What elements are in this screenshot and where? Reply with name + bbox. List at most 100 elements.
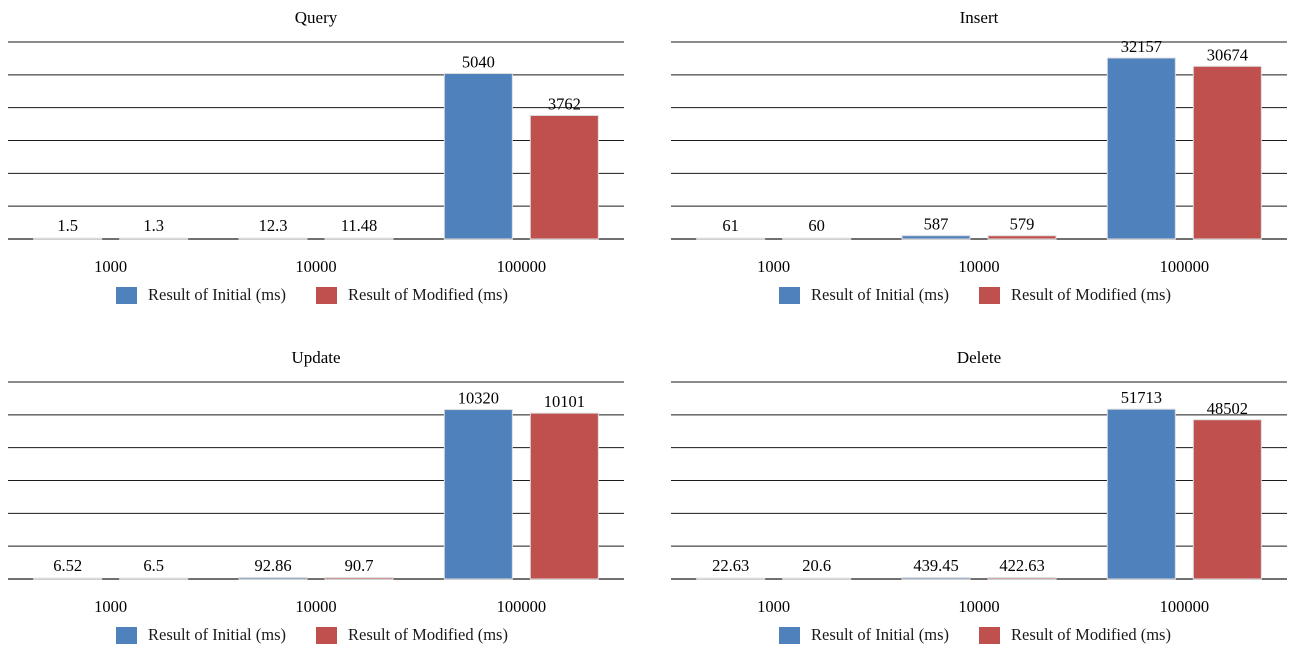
bar-initial-10000 (901, 235, 971, 240)
legend-label-modified: Result of Modified (ms) (348, 625, 508, 644)
bar-initial-1000 (33, 577, 103, 580)
legend-item-modified: Result of Modified (ms) (979, 285, 1171, 305)
chart-update: Update 6.52 6.5 1000 92.86 90.7 10000 10320 1010… (8, 348, 624, 616)
x-tick-label: 10000 (958, 597, 999, 616)
legend-item-initial: Result of Initial (ms) (116, 285, 286, 305)
chart-title: Insert (960, 8, 999, 27)
legend-swatch-initial (779, 626, 801, 644)
bar-modified-10000 (987, 235, 1057, 240)
legend-item-initial: Result of Initial (ms) (779, 285, 949, 305)
bar-initial-10000 (901, 577, 971, 580)
bar-initial-10000 (238, 576, 308, 580)
x-tick-label: 10000 (295, 257, 336, 276)
bar-modified-1000 (119, 237, 189, 240)
bar-modified-100000 (529, 412, 599, 580)
data-label: 1.5 (57, 216, 78, 235)
x-tick-label: 100000 (1160, 257, 1210, 276)
legend-label-modified: Result of Modified (ms) (1011, 285, 1171, 304)
legend-label-initial: Result of Initial (ms) (148, 625, 286, 644)
x-tick-label: 1000 (757, 597, 790, 616)
chart-title: Delete (957, 348, 1001, 367)
x-tick-label: 100000 (1160, 597, 1210, 616)
legend-item-modified: Result of Modified (ms) (316, 285, 508, 305)
data-label: 11.48 (341, 216, 378, 235)
legend-item-modified: Result of Modified (ms) (316, 625, 508, 645)
data-label: 60 (808, 216, 825, 235)
bar-initial-1000 (33, 237, 103, 240)
chart-title: Query (295, 8, 338, 27)
data-label: 20.6 (802, 556, 831, 575)
data-label: 10320 (458, 389, 499, 408)
x-tick-label: 10000 (295, 597, 336, 616)
legend-swatch-initial (116, 286, 138, 304)
legend-item-initial: Result of Initial (ms) (779, 625, 949, 645)
x-tick-label: 10000 (958, 257, 999, 276)
x-tick-label: 100000 (497, 257, 547, 276)
legend-swatch-modified (316, 626, 337, 644)
bar-initial-1000 (696, 237, 766, 240)
bar-initial-100000 (443, 73, 513, 240)
legend-item-initial: Result of Initial (ms) (116, 625, 286, 645)
data-label: 32157 (1121, 37, 1162, 56)
data-label: 5040 (462, 53, 495, 72)
bar-modified-100000 (529, 114, 599, 240)
legend-item-modified: Result of Modified (ms) (979, 625, 1171, 645)
legend-label-initial: Result of Initial (ms) (811, 285, 949, 304)
bar-modified-1000 (782, 577, 852, 580)
bar-modified-100000 (1192, 419, 1262, 580)
data-label: 30674 (1207, 45, 1248, 64)
bar-initial-1000 (696, 577, 766, 580)
x-tick-label: 1000 (94, 257, 127, 276)
legend: Result of Initial (ms) Result of Modified… (0, 285, 624, 305)
bar-modified-10000 (324, 237, 394, 240)
legend-label-modified: Result of Modified (ms) (348, 285, 508, 304)
legend-swatch-initial (116, 626, 138, 644)
chart-panel-delete: Delete 22.63 20.6 1000 439.45 422.63 10000 5171… (663, 340, 1287, 646)
chart-query: Query 1.5 1.3 1000 12.3 11.48 10000 5040 3762 100… (8, 8, 624, 276)
data-label: 10101 (544, 392, 585, 411)
legend: Result of Initial (ms) Result of Modified… (0, 625, 624, 645)
bar-modified-100000 (1192, 65, 1262, 240)
chart-panel-query: Query 1.5 1.3 1000 12.3 11.48 10000 5040 3762 100… (0, 0, 624, 306)
legend-swatch-modified (316, 286, 337, 304)
data-label: 12.3 (259, 216, 288, 235)
data-label: 61 (722, 216, 739, 235)
chart-delete: Delete 22.63 20.6 1000 439.45 422.63 10000 5171… (671, 348, 1287, 616)
data-label: 422.63 (999, 556, 1044, 575)
chart-panel-insert: Insert 61 60 1000 587 579 10000 32157 30674 10000… (663, 0, 1287, 306)
data-label: 6.52 (53, 556, 82, 575)
bar-modified-10000 (324, 577, 394, 580)
bar-initial-10000 (238, 237, 308, 240)
x-tick-label: 1000 (94, 597, 127, 616)
legend-swatch-modified (979, 626, 1000, 644)
data-label: 587 (924, 215, 949, 234)
chart-panel-update: Update 6.52 6.5 1000 92.86 90.7 10000 10320 1010… (0, 340, 624, 646)
chart-title: Update (291, 348, 340, 367)
bar-modified-10000 (987, 577, 1057, 580)
bar-modified-1000 (119, 577, 189, 580)
bar-modified-1000 (782, 237, 852, 240)
bar-initial-100000 (1106, 408, 1176, 580)
legend-swatch-modified (979, 286, 1000, 304)
data-label: 1.3 (143, 216, 164, 235)
data-label: 90.7 (345, 556, 374, 575)
data-label: 439.45 (913, 556, 958, 575)
legend-label-initial: Result of Initial (ms) (811, 625, 949, 644)
data-label: 48502 (1207, 399, 1248, 418)
data-label: 51713 (1121, 388, 1162, 407)
legend-label-initial: Result of Initial (ms) (148, 285, 286, 304)
x-tick-label: 100000 (497, 597, 547, 616)
legend: Result of Initial (ms) Result of Modified… (663, 285, 1287, 305)
chart-insert: Insert 61 60 1000 587 579 10000 32157 30674 10000… (671, 8, 1287, 276)
data-label: 3762 (548, 94, 581, 113)
bar-initial-100000 (443, 409, 513, 580)
legend: Result of Initial (ms) Result of Modified… (663, 625, 1287, 645)
data-label: 92.86 (254, 556, 291, 575)
data-label: 6.5 (143, 556, 164, 575)
data-label: 579 (1010, 215, 1035, 234)
legend-label-modified: Result of Modified (ms) (1011, 625, 1171, 644)
bar-initial-100000 (1106, 57, 1176, 240)
data-label: 22.63 (712, 556, 749, 575)
legend-swatch-initial (779, 286, 801, 304)
x-tick-label: 1000 (757, 257, 790, 276)
